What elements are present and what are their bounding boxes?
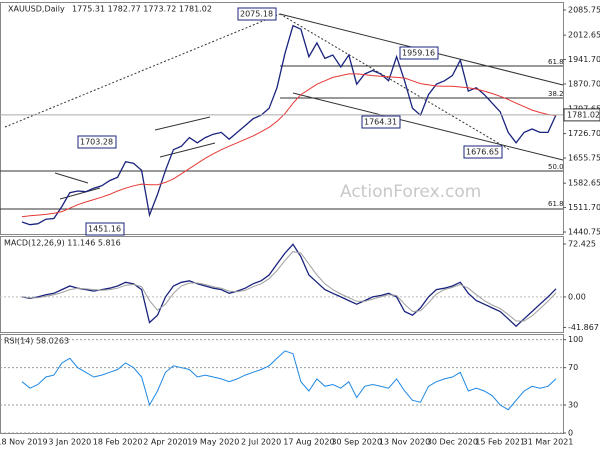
macd-panel [0,236,564,333]
last-price-label: 1781.02 [567,110,600,119]
x-tick-label: 3 Jan 2020 [48,438,91,447]
series-line [21,73,557,218]
wedge-line [154,116,211,131]
x-tick-label: 30 Sep 2020 [331,438,382,447]
annotation-box [77,135,117,149]
trend-line [4,13,281,128]
annotation: 1764.31 [364,118,397,127]
fib-label: 61.8 [548,200,564,208]
x-tick-label: 2 Jul 2020 [241,438,281,447]
y-tick-label: 2012.65 [568,31,600,40]
watermark: ActionForex.com [340,182,481,202]
fib-label: 50.0 [548,163,564,171]
x-tick-label: 17 Aug 2020 [283,438,334,447]
annotation-box [463,145,503,159]
panel-title: MACD(12,26,9) 11.146 5.816 [4,239,121,248]
y-tick-label: 100 [568,335,583,344]
trend-line [279,13,511,151]
last-price-box [563,108,600,122]
fib-label: 61.8 [548,58,564,66]
x-tick-label: 30 Dec 2020 [427,438,478,447]
annotation: 1451.16 [88,225,121,234]
chart-subtitle: 1775.31 1782.77 1773.72 1781.02 [72,5,212,14]
y-tick-label: 2085.75 [568,5,600,14]
y-tick-label: 0 [568,429,573,438]
y-tick-label: 30 [568,401,578,410]
series-line [21,350,557,411]
annotation-box [85,222,125,236]
fib-label: 38.2 [548,90,564,98]
series-line [21,24,557,226]
panel-title: RSI(14) 58.0263 [4,337,69,346]
x-tick-label: 13 Nov 2020 [379,438,430,447]
y-tick-label: 1582.65 [568,179,600,188]
annotation: 1676.65 [466,148,499,157]
annotation: 2075.18 [240,10,273,19]
y-tick-label: -41.867 [568,323,599,332]
x-tick-label: 15 Feb 2021 [475,438,525,447]
series-line [21,251,557,322]
annotation-box [361,115,401,129]
x-tick-label: 19 May 2020 [187,438,239,447]
channel-line [292,92,564,161]
y-tick-label: 1440.75 [568,228,600,237]
x-tick-label: 18 Nov 2019 [0,438,48,447]
y-tick-label: 1726.70 [568,129,600,138]
annotation-box [399,46,439,60]
series-line [21,243,557,328]
annotation: 1703.28 [80,138,113,147]
x-tick-label: 2 Apr 2020 [143,438,187,447]
wedge-line [54,172,89,184]
annotation: 1959.16 [402,49,435,58]
x-tick-label: 18 Feb 2020 [93,438,143,447]
y-tick-label: 1511.70 [568,203,600,212]
y-tick-label: 1655.75 [568,154,600,163]
y-tick-label: 0.00 [568,292,586,301]
y-tick-label: 70 [568,363,578,372]
y-tick-label: 1941.70 [568,55,600,64]
y-tick-label: 72.425 [568,239,596,248]
y-tick-label: 1870.70 [568,80,600,89]
chart-title: XAUUSD,Daily [8,5,65,14]
wedge-line [159,142,216,158]
x-tick-label: 31 Mar 2021 [523,438,574,447]
annotation-box [237,7,277,21]
